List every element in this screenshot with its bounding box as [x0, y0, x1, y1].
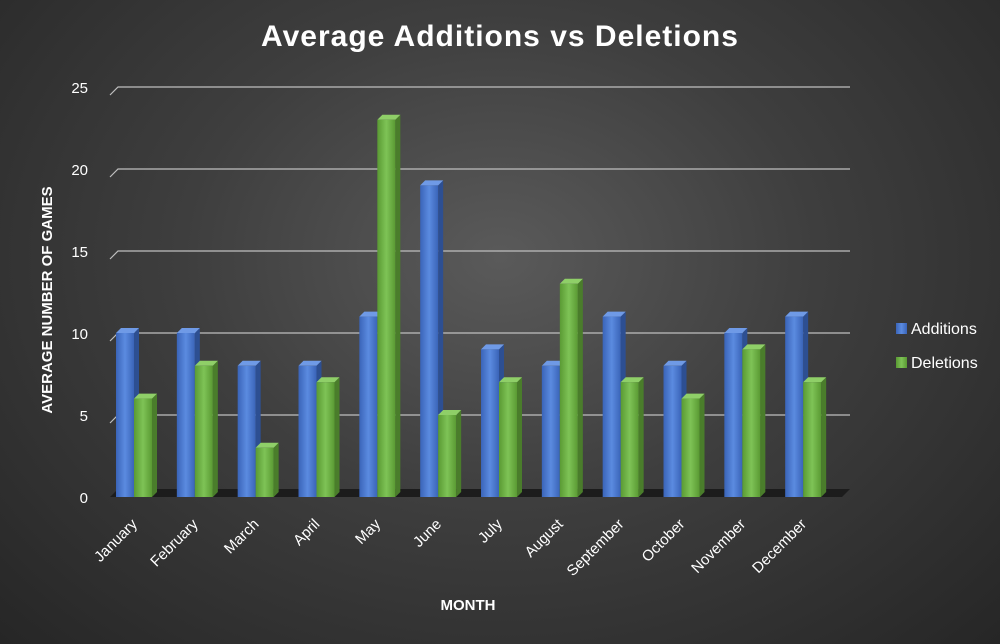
bar-deletions-august	[559, 278, 583, 497]
bar-deletions-december	[803, 377, 827, 497]
x-tick-label: September	[564, 516, 628, 580]
x-tick-label: January	[91, 515, 141, 565]
y-tick-label: 5	[80, 408, 88, 425]
x-tick-label: August	[522, 515, 568, 561]
x-axis-label: MONTH	[441, 597, 496, 614]
gridline	[109, 168, 850, 178]
bars	[116, 114, 827, 498]
y-tick-label: 10	[71, 326, 88, 343]
x-tick-label: May	[352, 515, 384, 547]
x-tick-label: April	[290, 516, 323, 549]
chart-title: Average Additions vs Deletions	[261, 20, 739, 53]
x-axis-ticks: January February March April May June July Augu…	[91, 515, 810, 579]
x-tick-label: February	[147, 515, 202, 570]
bar-deletions-may	[377, 114, 401, 498]
bar-deletions-january	[134, 393, 157, 497]
bar-deletions-november	[742, 344, 766, 497]
gridline	[109, 86, 850, 96]
gridline	[109, 250, 850, 260]
bar-deletions-october	[681, 393, 705, 497]
bar-deletions-february	[194, 360, 218, 497]
x-tick-label: July	[475, 515, 506, 546]
legend-label-additions: Additions	[911, 321, 977, 338]
legend-swatch-additions	[896, 323, 907, 334]
y-axis-label: AVERAGE NUMBER OF GAMES	[39, 186, 56, 413]
x-tick-label: June	[410, 516, 445, 551]
bar-deletions-march	[255, 442, 279, 497]
x-tick-label: November	[688, 516, 749, 577]
x-tick-label: December	[749, 516, 810, 577]
y-axis-ticks: 0 5 10 15 20 25	[71, 80, 88, 507]
legend: Additions Deletions	[896, 321, 978, 372]
x-tick-label: March	[221, 516, 262, 557]
bar-deletions-july	[499, 377, 522, 497]
bar-deletions-april	[316, 377, 340, 497]
x-tick-label: October	[639, 516, 689, 566]
bar-deletions-june	[438, 410, 462, 497]
bar-deletions-september	[620, 377, 644, 497]
y-tick-label: 25	[71, 80, 88, 97]
legend-label-deletions: Deletions	[911, 355, 978, 372]
legend-swatch-deletions	[896, 357, 907, 368]
y-tick-label: 15	[71, 244, 88, 261]
y-tick-label: 0	[80, 490, 88, 507]
y-tick-label: 20	[71, 162, 88, 179]
